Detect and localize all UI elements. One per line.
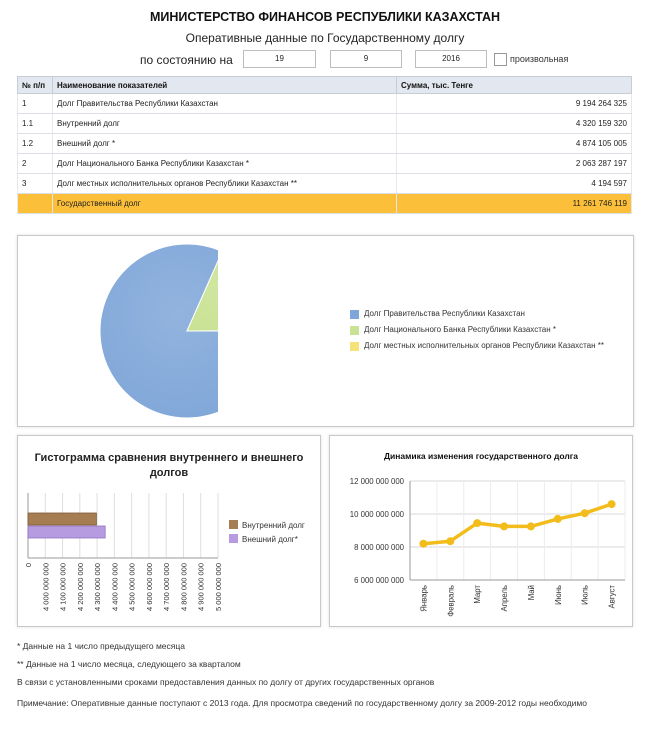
row-number: 2 bbox=[17, 153, 53, 174]
row-sum: 4 320 159 320 bbox=[396, 113, 632, 134]
date-label: по состоянию на bbox=[140, 53, 233, 67]
histogram-legend-swatch bbox=[229, 520, 238, 529]
line-data-point bbox=[500, 522, 509, 531]
internal-debt-bar bbox=[27, 512, 97, 526]
histogram-tick-label: 4 400 000 000 bbox=[110, 563, 119, 611]
row-sum: 9 194 264 325 bbox=[396, 93, 632, 114]
histogram-legend-label: Внешний долг* bbox=[242, 535, 298, 544]
row-number: 1.2 bbox=[17, 133, 53, 154]
day-input[interactable]: 19 bbox=[243, 50, 316, 68]
line-chart-panel: Динамика изменения государственного долг… bbox=[329, 435, 633, 627]
custom-date-label: произвольная bbox=[510, 54, 569, 64]
histogram-tick-label: 4 500 000 000 bbox=[128, 563, 137, 611]
line-data-point bbox=[526, 522, 535, 531]
histogram-tick-label: 4 800 000 000 bbox=[179, 563, 188, 611]
line-x-tick-label: Январь bbox=[419, 585, 428, 612]
line-y-tick-label: 10 000 000 000 bbox=[350, 510, 405, 519]
line-data-point bbox=[607, 500, 616, 509]
histogram-legend-label: Внутренний долг bbox=[242, 521, 305, 530]
pie-legend-swatch bbox=[350, 310, 359, 319]
col-number-header: № п/п bbox=[17, 76, 53, 94]
histogram-tick-label: 4 000 000 000 bbox=[41, 563, 50, 611]
total-sum: 11 261 746 119 bbox=[396, 193, 632, 214]
line-data-point bbox=[473, 519, 482, 528]
histogram-chart: 0 4 000 000 000 4 100 000 000 4 200 000 000… bbox=[24, 493, 305, 611]
histogram-tick-label: 4 100 000 000 bbox=[59, 563, 68, 611]
custom-date-checkbox[interactable] bbox=[494, 53, 507, 66]
row-name: Внутренний долг bbox=[52, 113, 397, 134]
row-number: 1.1 bbox=[17, 113, 53, 134]
pie-legend-swatch bbox=[350, 342, 359, 351]
col-name-header: Наименование показателей bbox=[52, 76, 397, 94]
total-row: Государственный долг 11 261 746 119 bbox=[17, 193, 632, 214]
table-header-row: № п/п Наименование показателей Сумма, ты… bbox=[17, 76, 632, 94]
row-sum: 4 194 597 bbox=[396, 173, 632, 194]
table-row: 1.2 Внешний долг * 4 874 105 005 bbox=[17, 133, 632, 154]
external-debt-bar bbox=[27, 525, 106, 539]
line-data-point bbox=[419, 539, 428, 548]
row-number: 3 bbox=[17, 173, 53, 194]
line-x-tick-label: Март bbox=[473, 585, 482, 604]
line-chart-title: Динамика изменения государственного долг… bbox=[383, 451, 579, 461]
pie-chart-panel: Долг Правительства Республики Казахстан Д… bbox=[17, 235, 634, 427]
page-subtitle: Оперативные данные по Государственному д… bbox=[185, 31, 465, 45]
col-sum-header: Сумма, тыс. Тенге bbox=[396, 76, 632, 94]
year-input[interactable]: 2016 bbox=[415, 50, 487, 68]
row-name: Внешний долг * bbox=[52, 133, 397, 154]
histogram-tick-label: 4 300 000 000 bbox=[93, 563, 102, 611]
page-title: МИНИСТЕРСТВО ФИНАНСОВ РЕСПУБЛИКИ КАЗАХСТ… bbox=[149, 10, 501, 24]
line-data-point bbox=[553, 514, 562, 523]
row-number: 1 bbox=[17, 93, 53, 114]
pie-legend-label: Долг Национального Банка Республики Каза… bbox=[364, 325, 556, 334]
row-sum: 2 063 287 197 bbox=[396, 153, 632, 174]
note-3: В связи с установленными сроками предост… bbox=[17, 677, 435, 687]
line-data-point bbox=[580, 509, 589, 518]
debt-table: № п/п Наименование показателей Сумма, ты… bbox=[17, 76, 632, 214]
line-y-tick-label: 6 000 000 000 bbox=[354, 576, 405, 585]
total-name: Государственный долг bbox=[52, 193, 397, 214]
pie-chart bbox=[99, 243, 218, 419]
line-x-tick-label: Июнь bbox=[554, 585, 563, 605]
slice-national-bank-debt bbox=[186, 259, 218, 332]
line-chart: 12 000 000 000 10 000 000 000 8 000 000 00… bbox=[350, 477, 626, 617]
total-number bbox=[17, 193, 53, 214]
line-x-tick-label: Февраль bbox=[446, 585, 455, 617]
histogram-tick-label: 0 bbox=[24, 563, 33, 567]
row-name: Долг Правительства Республики Казахстан bbox=[52, 93, 397, 114]
histogram-panel: Гистограмма сравнения внутреннего и внеш… bbox=[17, 435, 321, 627]
line-x-tick-label: Май bbox=[527, 585, 536, 600]
histogram-tick-label: 4 700 000 000 bbox=[162, 563, 171, 611]
pie-legend-label: Долг местных исполнительных органов Респ… bbox=[364, 341, 604, 350]
line-x-tick-label: Апрель bbox=[500, 585, 509, 611]
line-y-tick-label: 8 000 000 000 bbox=[354, 543, 405, 552]
month-input[interactable]: 9 bbox=[330, 50, 402, 68]
table-row: 1 Долг Правительства Республики Казахста… bbox=[17, 93, 632, 114]
row-name: Долг местных исполнительных органов Респ… bbox=[52, 173, 397, 194]
note-2: ** Данные на 1 число месяца, следующего … bbox=[17, 659, 241, 669]
debt-trend-line bbox=[423, 502, 613, 546]
note-1: * Данные на 1 число предыдущего месяца bbox=[17, 641, 185, 651]
histogram-tick-label: 4 200 000 000 bbox=[76, 563, 85, 611]
line-x-tick-label: Июль bbox=[581, 585, 590, 605]
row-sum: 4 874 105 005 bbox=[396, 133, 632, 154]
table-row: 1.1 Внутренний долг 4 320 159 320 bbox=[17, 113, 632, 134]
row-name: Долг Национального Банка Республики Каза… bbox=[52, 153, 397, 174]
date-selector: по состоянию на 19 9 2016 произвольная bbox=[0, 50, 650, 70]
pie-legend-swatch bbox=[350, 326, 359, 335]
table-row: 3 Долг местных исполнительных органов Ре… bbox=[17, 173, 632, 194]
slice-government-debt bbox=[99, 243, 218, 419]
pie-legend-label: Долг Правительства Республики Казахстан bbox=[364, 309, 525, 318]
histogram-title: Гистограмма сравнения внутреннего и внеш… bbox=[34, 452, 304, 479]
line-x-tick-label: Август bbox=[608, 585, 617, 609]
histogram-tick-label: 5 000 000 000 bbox=[214, 563, 223, 611]
histogram-tick-label: 4 900 000 000 bbox=[197, 563, 206, 611]
histogram-legend-swatch bbox=[229, 534, 238, 543]
line-y-tick-label: 12 000 000 000 bbox=[350, 477, 405, 486]
histogram-tick-label: 4 600 000 000 bbox=[145, 563, 154, 611]
note-4: Примечание: Оперативные данные поступают… bbox=[17, 698, 588, 708]
line-data-point bbox=[446, 537, 455, 546]
table-row: 2 Долг Национального Банка Республики Ка… bbox=[17, 153, 632, 174]
